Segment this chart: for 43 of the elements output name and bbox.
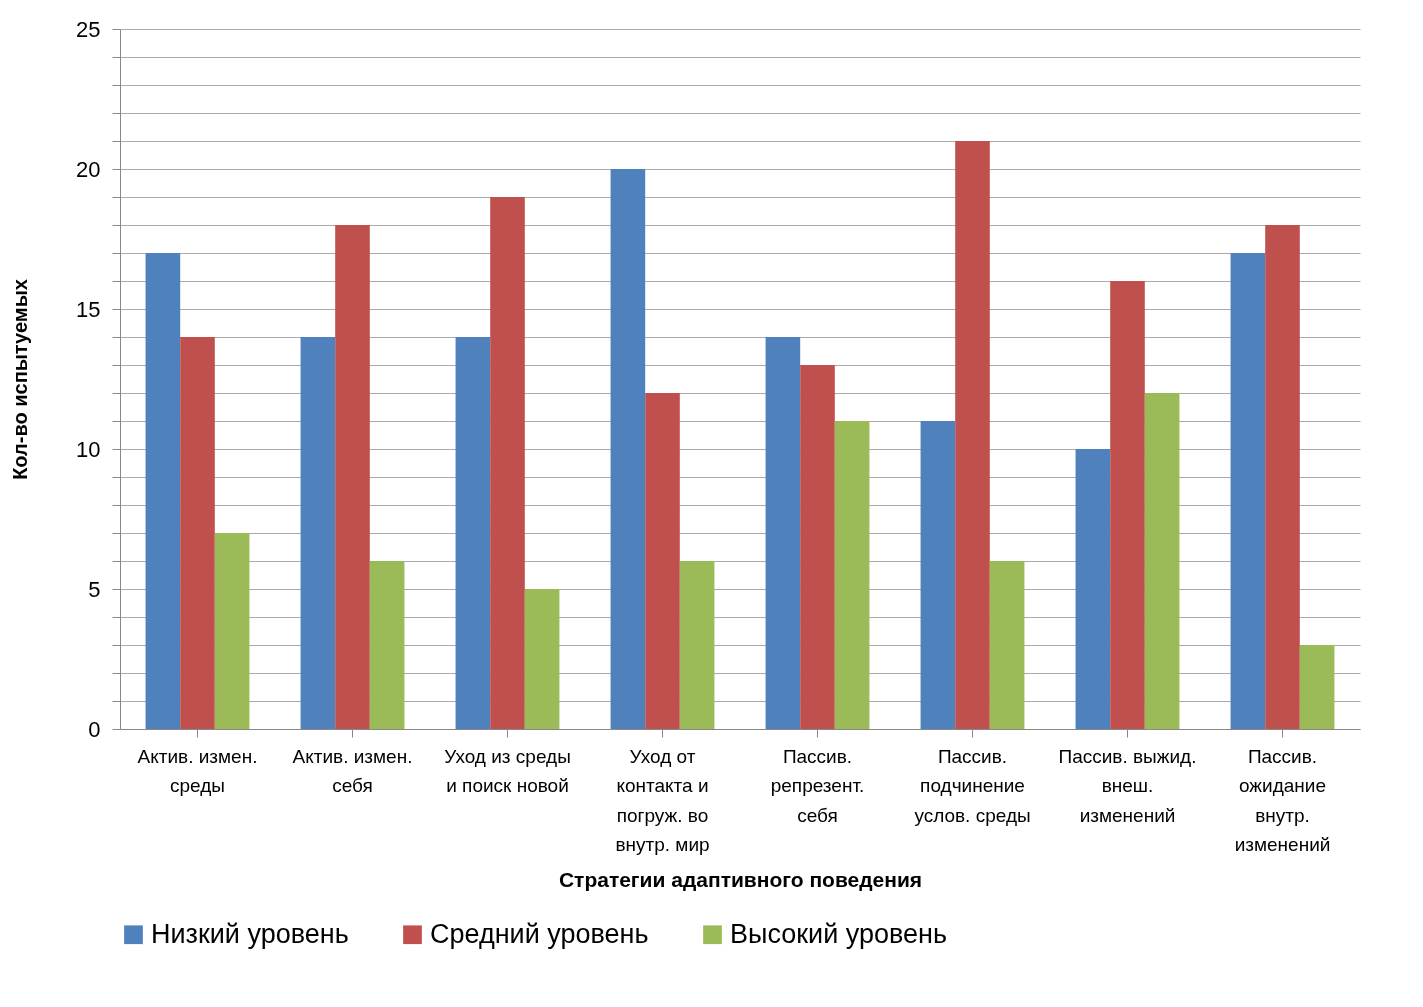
x-tick-label: Актив. измен. среды: [137, 745, 258, 796]
bar: [180, 337, 215, 729]
bar: [989, 561, 1025, 729]
bar: [490, 197, 525, 729]
y-tick-label: 20: [76, 156, 101, 182]
bar: [524, 589, 560, 729]
bar: [1075, 449, 1111, 729]
bar: [645, 393, 680, 729]
bar: [834, 421, 870, 729]
y-tick-label: 25: [76, 16, 101, 42]
bar: [1299, 645, 1335, 729]
bar: [955, 141, 990, 729]
bar: [1230, 253, 1266, 729]
legend-label: Низкий уровень: [151, 918, 349, 949]
bar: [300, 337, 336, 729]
x-tick-label: Пассив. подчинение услов. среды: [914, 745, 1031, 826]
bar: [455, 337, 491, 729]
bar: [920, 421, 956, 729]
legend-label: Средний уровень: [430, 918, 649, 949]
bar: [1265, 225, 1300, 729]
x-tick-label: Уход из среды и поиск новой: [444, 745, 571, 796]
bar: [610, 169, 646, 729]
y-axis-title: Кол-во испытуемых: [9, 279, 32, 480]
legend-label: Высокий уровень: [730, 918, 947, 949]
y-tick-label: 0: [88, 716, 101, 742]
bar: [335, 225, 370, 729]
y-tick-label: 5: [88, 576, 101, 602]
x-axis-title: Стратегии адаптивного поведения: [558, 868, 923, 891]
x-tick-label: Актив. измен. себя: [292, 745, 413, 796]
bar: [765, 337, 801, 729]
bar: [369, 561, 405, 729]
y-tick-label: 10: [76, 436, 101, 462]
y-tick-label: 15: [76, 296, 101, 322]
x-tick-label: Пассив. ожидание внутр. изменений: [1234, 745, 1331, 855]
bar: [1110, 281, 1145, 729]
bar: [145, 253, 181, 729]
bar: [679, 561, 715, 729]
x-tick-label: Пассив. репрезент. себя: [770, 745, 865, 826]
bar: [800, 365, 835, 729]
bar: [214, 533, 250, 729]
x-tick-label: Пассив. выжид. внеш. изменений: [1058, 745, 1197, 826]
x-tick-label: Уход от контакта и погруж. во внутр. мир: [615, 745, 710, 855]
bar: [1144, 393, 1180, 729]
